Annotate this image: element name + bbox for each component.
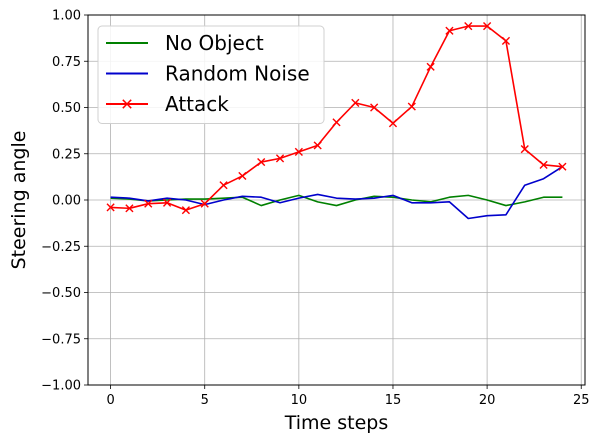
y-tick-label: 0.50 (52, 101, 81, 116)
series-no-object (110, 194, 563, 207)
y-tick-label: −0.75 (41, 332, 81, 347)
legend-label: No Object (165, 31, 264, 55)
data-point (388, 119, 398, 128)
x-tick-label: 5 (201, 393, 209, 408)
series-attack (106, 22, 567, 215)
legend-entry: Random Noise (106, 62, 310, 86)
series-line (110, 194, 563, 207)
data-point (464, 22, 473, 31)
x-tick-label: 0 (106, 393, 114, 408)
series-line (110, 166, 563, 220)
data-point (238, 171, 247, 181)
data-point (125, 204, 134, 213)
data-point (501, 36, 511, 45)
y-tick-label: −1.00 (41, 379, 81, 394)
data-point (332, 118, 341, 127)
data-point (181, 206, 190, 215)
data-point (407, 102, 416, 111)
y-tick-label: 1.00 (52, 9, 81, 24)
data-point (445, 26, 454, 35)
data-point (483, 22, 492, 31)
series-random-noise (110, 166, 563, 220)
data-point (219, 181, 228, 190)
data-point (106, 203, 115, 212)
tick-layer: 0 5 10 15 20 25 −1.00 −0.75 −0.50 −0.25 0.00 0.25 0.… (41, 9, 589, 409)
x-axis-label: Time steps (284, 412, 389, 434)
legend-label: Random Noise (165, 62, 310, 86)
series-layer (106, 22, 567, 220)
data-point (162, 198, 172, 207)
data-point (426, 62, 435, 71)
data-point (370, 103, 379, 112)
data-point (520, 145, 529, 154)
x-tick-label: 25 (573, 393, 590, 408)
y-axis-label: Steering angle (8, 131, 30, 270)
legend-label: Attack (165, 92, 229, 116)
y-tick-label: −0.25 (41, 240, 81, 255)
y-tick-label: 0.00 (52, 194, 81, 209)
data-point (144, 199, 153, 208)
y-tick-label: 0.25 (52, 147, 81, 162)
data-point (313, 141, 322, 150)
data-point (558, 162, 567, 171)
data-point (294, 147, 303, 156)
legend: No Object Random Noise Attack (97, 25, 325, 124)
data-point (275, 154, 285, 163)
x-tick-label: 20 (479, 393, 496, 408)
data-point (351, 98, 360, 107)
legend-entry: Attack (106, 92, 229, 116)
legend-box (97, 25, 325, 124)
data-point (257, 157, 266, 167)
y-tick-label: 0.75 (52, 55, 81, 70)
legend-entry: No Object (106, 31, 264, 55)
y-tick-label: −0.50 (41, 286, 81, 301)
data-point (539, 160, 548, 169)
x-tick-label: 10 (291, 393, 308, 408)
x-tick-label: 15 (385, 393, 402, 408)
data-point (200, 199, 209, 208)
